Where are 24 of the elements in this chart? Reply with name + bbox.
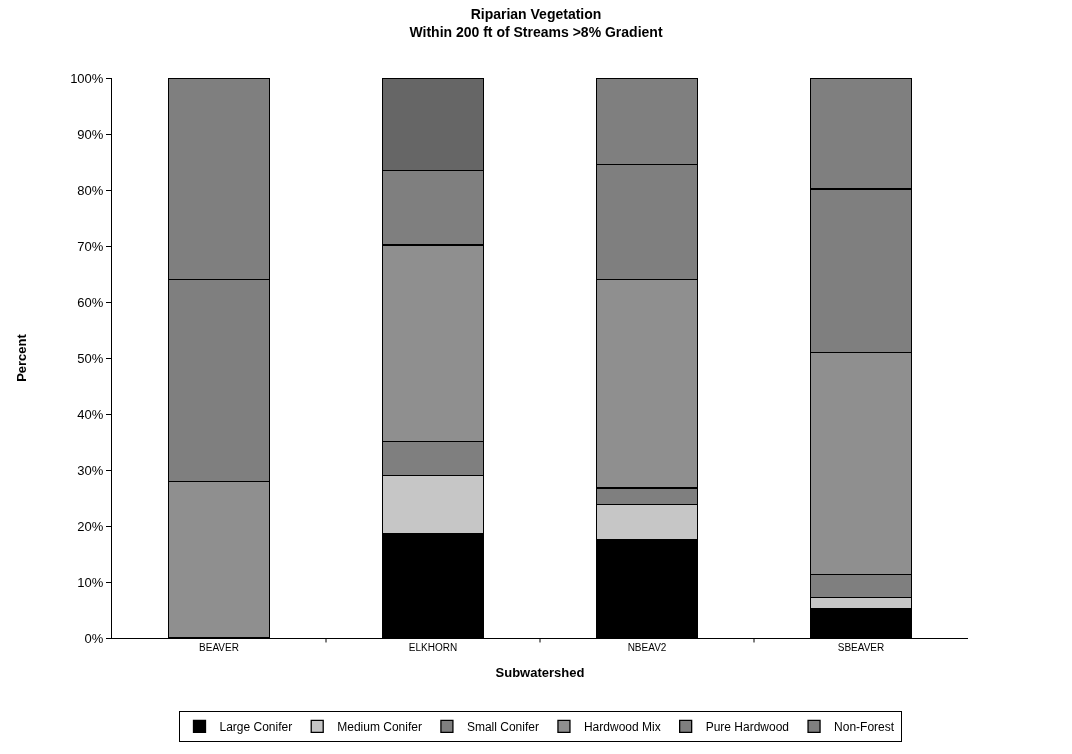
legend-label: Pure Hardwood (705, 719, 790, 734)
y-tick-label: 30% (77, 462, 104, 478)
legend-label: Large Conifer (219, 719, 293, 734)
legend-label: Small Conifer (466, 719, 539, 734)
y-tick-label: 60% (77, 294, 104, 310)
y-tick-label: 100% (70, 70, 104, 86)
legend-label: Hardwood Mix (583, 719, 661, 734)
y-tick-label: 20% (77, 518, 104, 534)
x-tick-label: BEAVER (199, 642, 239, 653)
y-axis-title: Percent (14, 333, 30, 382)
y-tick-label: 70% (77, 238, 104, 254)
y-tick-label: 80% (77, 182, 104, 198)
y-tick-label: 90% (77, 126, 104, 142)
x-tick-label: NBEAV2 (627, 642, 667, 653)
legend-label: Non-Forest (834, 719, 895, 734)
legend-label: Medium Conifer (337, 719, 422, 734)
chart-title: Riparian Vegetation Within 200 ft of Streams >8% Gradient (409, 5, 663, 41)
y-tick-label: 50% (77, 350, 104, 366)
x-tick-label: SBEAVER (837, 642, 885, 653)
x-tick-label: ELKHORN (408, 642, 458, 653)
y-tick-label: 10% (77, 574, 104, 590)
y-tick-label: 0% (84, 630, 104, 646)
y-tick-label: 40% (77, 406, 104, 422)
x-axis-title: Subwatershed (495, 664, 585, 680)
